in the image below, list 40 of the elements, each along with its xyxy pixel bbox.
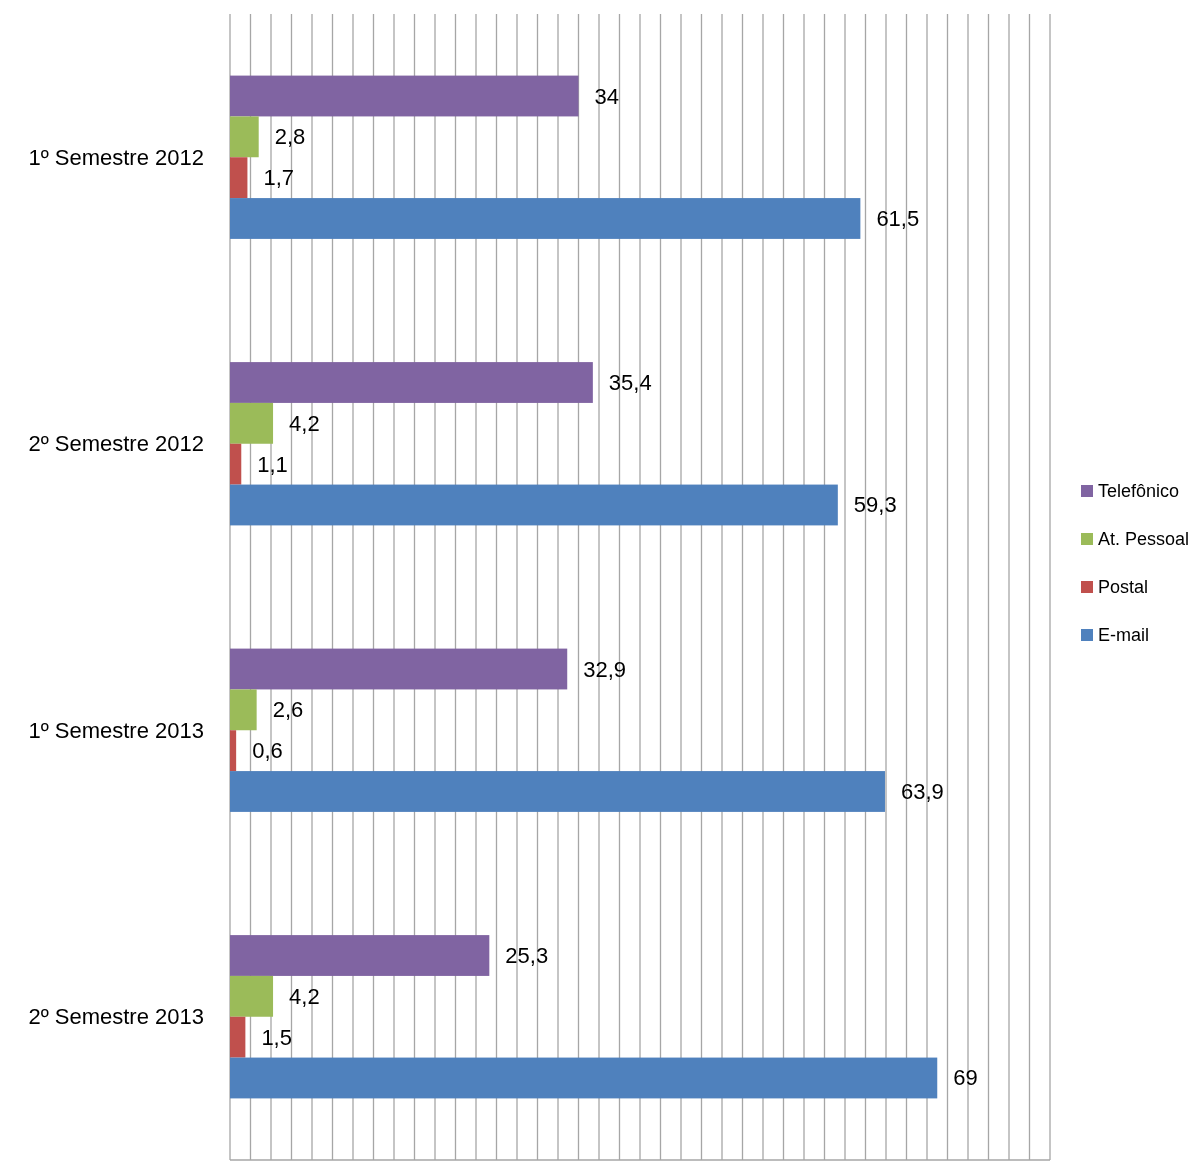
- legend-label: Postal: [1098, 577, 1149, 597]
- bar: [230, 484, 838, 526]
- data-label: 4,2: [289, 410, 320, 436]
- y-tick-label: 2º Semestre 2013: [28, 1004, 204, 1030]
- y-tick-label: 1º Semestre 2012: [28, 144, 204, 170]
- data-label: 35,4: [608, 370, 652, 396]
- y-tick-label: 2º Semestre 2012: [28, 431, 204, 457]
- data-label: 59,3: [853, 492, 897, 518]
- bar: [230, 1057, 938, 1099]
- y-tick-label: 1º Semestre 2013: [28, 717, 204, 743]
- bar: [230, 402, 274, 444]
- legend-label: At. Pessoal: [1098, 529, 1190, 549]
- bar: [230, 975, 274, 1017]
- data-label: 0,6: [252, 738, 283, 764]
- bar: [230, 771, 885, 812]
- bar: [230, 689, 257, 731]
- bar: [230, 730, 237, 772]
- data-label: 34: [594, 83, 619, 109]
- data-label: 2,8: [274, 124, 306, 150]
- bar: [230, 75, 579, 117]
- data-label: 63,9: [900, 778, 944, 804]
- bar: [230, 362, 593, 403]
- bar: [230, 116, 259, 158]
- bar: [230, 198, 861, 239]
- data-label: 32,9: [583, 656, 627, 682]
- data-label: 69: [953, 1065, 978, 1091]
- bar: [230, 935, 490, 976]
- data-label: 4,2: [289, 983, 320, 1009]
- data-label: 25,3: [505, 943, 549, 969]
- bar: [230, 157, 248, 199]
- data-label: 2,6: [272, 697, 304, 723]
- bar: [230, 1016, 246, 1058]
- data-label: 61,5: [876, 205, 920, 231]
- data-label: 1,7: [263, 165, 295, 191]
- data-label: 1,1: [257, 451, 288, 477]
- bar: [230, 443, 242, 485]
- legend-label: E-mail: [1098, 625, 1150, 645]
- data-label: 1,5: [261, 1024, 292, 1050]
- bar: [230, 648, 568, 690]
- legend-label: Telefônico: [1098, 481, 1180, 501]
